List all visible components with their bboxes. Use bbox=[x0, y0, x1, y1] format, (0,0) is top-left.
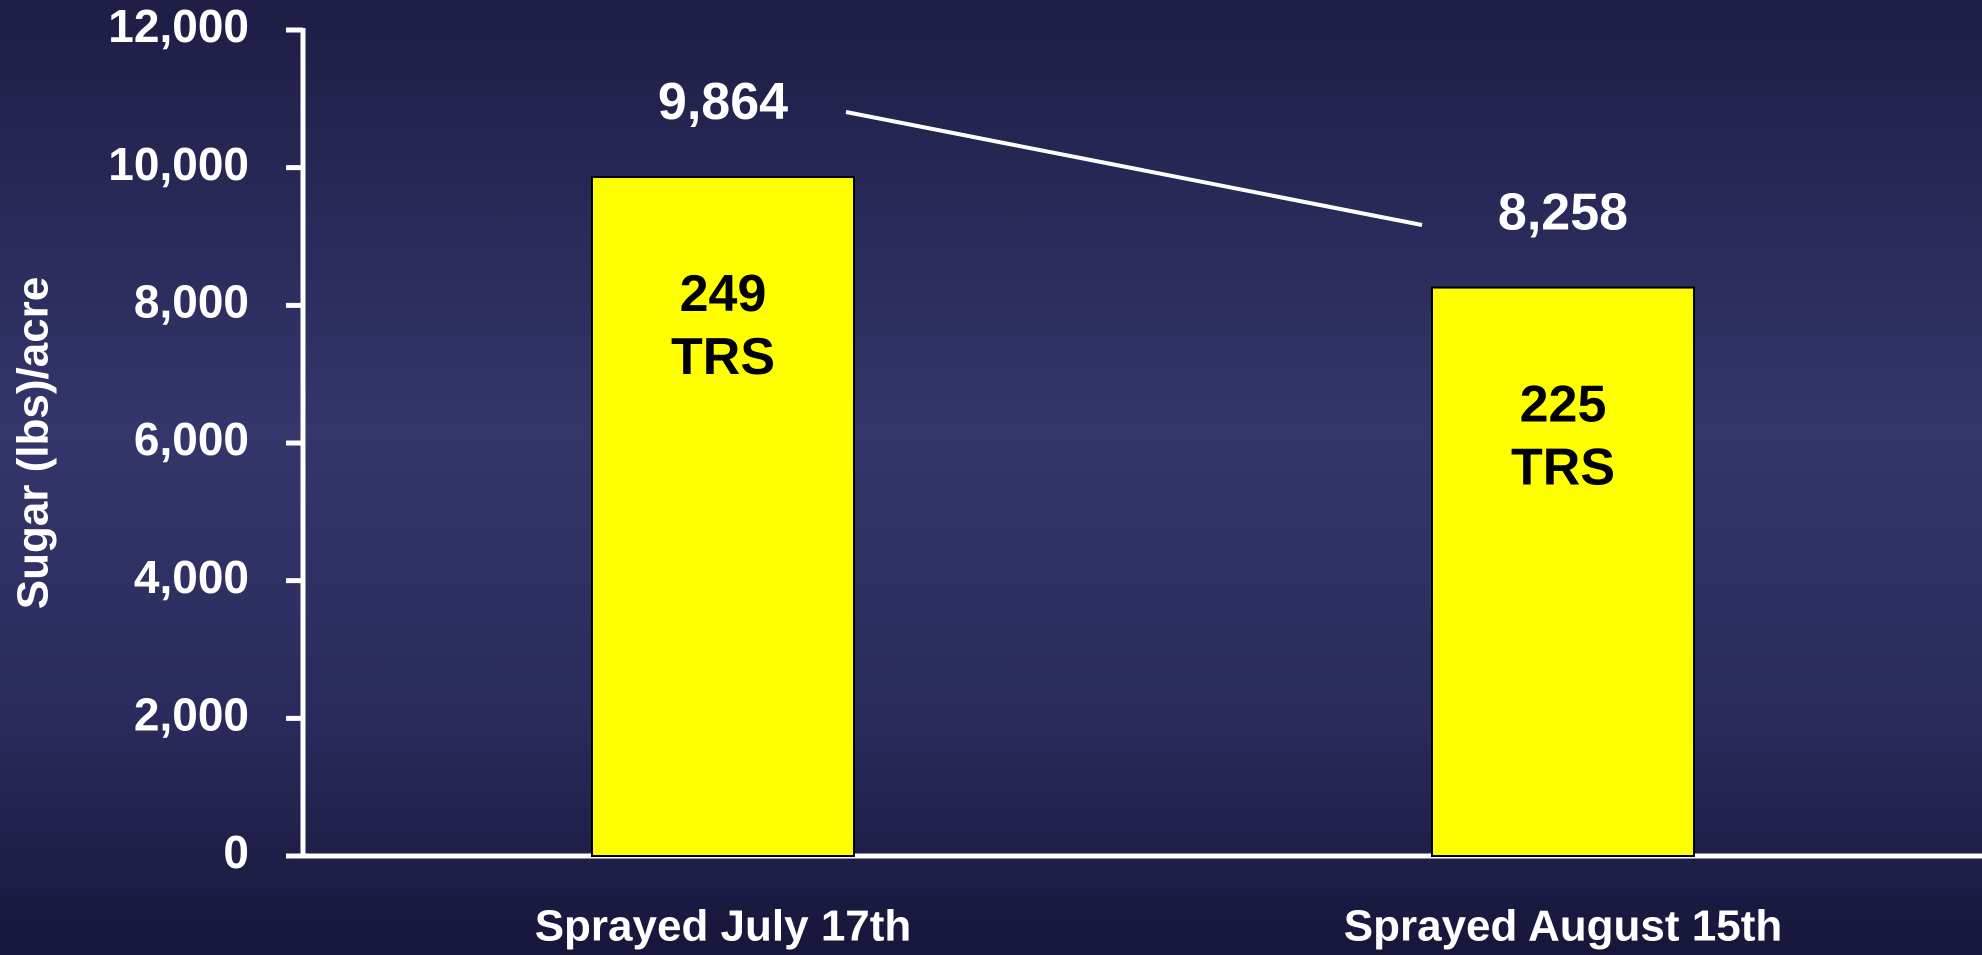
y-tick-label: 4,000 bbox=[134, 551, 249, 603]
value-label: 9,864 bbox=[658, 73, 788, 131]
y-tick-label: 0 bbox=[223, 826, 249, 878]
bar-annotation: TRS bbox=[671, 328, 775, 386]
y-tick-label: 2,000 bbox=[134, 688, 249, 740]
bar-annotation: TRS bbox=[1511, 438, 1615, 496]
x-tick-label: Sprayed July 17th bbox=[535, 902, 912, 951]
x-tick-label: Sprayed August 15th bbox=[1344, 902, 1782, 951]
bar-annotation: 225 bbox=[1520, 375, 1607, 433]
bar bbox=[1431, 286, 1695, 857]
y-tick-label: 6,000 bbox=[134, 413, 249, 465]
value-label: 8,258 bbox=[1498, 183, 1628, 241]
y-tick-label: 12,000 bbox=[108, 0, 249, 52]
connector-line bbox=[845, 110, 1423, 227]
y-tick-label: 8,000 bbox=[134, 275, 249, 327]
y-axis-title: Sugar (lbs)/acre bbox=[9, 277, 58, 610]
y-tick-label: 10,000 bbox=[108, 138, 249, 190]
bar bbox=[591, 176, 855, 857]
bar-annotation: 249 bbox=[680, 265, 767, 323]
